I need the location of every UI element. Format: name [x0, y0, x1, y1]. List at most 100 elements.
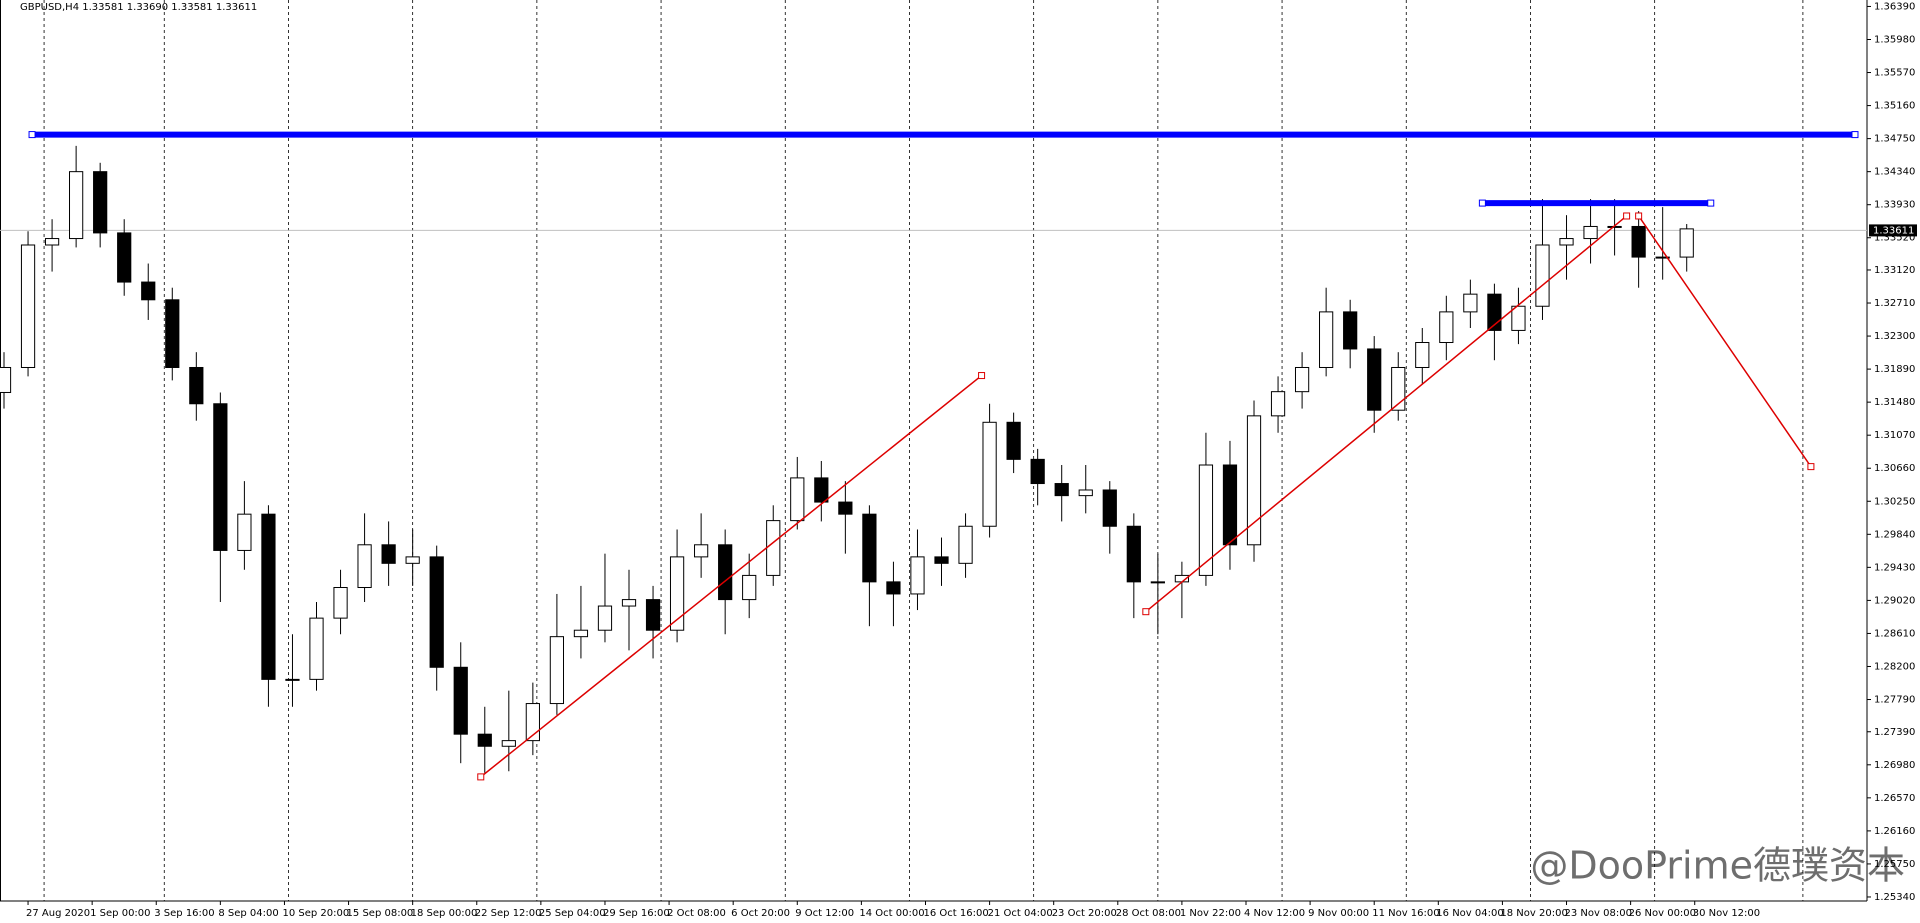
- candle-body: [1367, 348, 1382, 411]
- candle-body: [886, 581, 901, 595]
- x-tick-label: 1 Nov 22:00: [1180, 908, 1241, 919]
- candle-body: [790, 477, 805, 522]
- candle-body: [213, 403, 228, 551]
- candle-body: [1463, 293, 1478, 313]
- candle-body: [1631, 225, 1646, 258]
- x-tick-label: 2 Oct 08:00: [667, 908, 726, 919]
- candle-body: [189, 366, 204, 405]
- anchor-point: [1478, 199, 1486, 207]
- candle-body: [44, 238, 60, 246]
- candle-body: [958, 525, 973, 564]
- candle-body: [381, 544, 396, 564]
- candle-body: [1655, 256, 1670, 259]
- candle-body: [1535, 244, 1550, 307]
- candle-body: [1102, 489, 1117, 527]
- x-tick-label: 21 Oct 04:00: [988, 908, 1053, 919]
- y-tick-label: 1.30660: [1874, 463, 1915, 474]
- candle-body: [1270, 391, 1286, 417]
- y-tick-label: 1.34750: [1874, 134, 1915, 145]
- y-tick-label: 1.29430: [1874, 562, 1915, 573]
- y-tick-label: 1.31070: [1874, 430, 1915, 441]
- candle-body: [742, 574, 757, 601]
- candle-body: [934, 556, 949, 564]
- candle-body: [1319, 311, 1334, 368]
- candle-body: [237, 513, 252, 551]
- y-tick-label: 1.36390: [1874, 1, 1915, 12]
- x-tick-label: 14 Oct 00:00: [859, 908, 924, 919]
- y-tick-label: 1.32300: [1874, 331, 1915, 342]
- candle-body: [1679, 228, 1694, 258]
- candle-body: [525, 703, 540, 742]
- watermark: @DooPrime德璞资本: [1530, 844, 1905, 888]
- candle-body: [1246, 415, 1262, 546]
- candle-body: [862, 513, 877, 583]
- y-tick-label: 1.25750: [1874, 859, 1915, 870]
- x-tick-label: 18 Nov 20:00: [1500, 908, 1567, 919]
- candle-body: [1343, 311, 1358, 350]
- candle-body: [1198, 464, 1214, 576]
- candle-body: [0, 366, 12, 393]
- anchor-point: [1707, 199, 1715, 207]
- trend-line: [480, 374, 983, 778]
- candle-body: [285, 678, 300, 681]
- trend-line: [1145, 215, 1628, 613]
- anchor-point: [28, 131, 36, 139]
- x-tick-label: 23 Oct 20:00: [1052, 908, 1117, 919]
- y-tick-label: 1.35160: [1874, 101, 1915, 112]
- x-tick-label: 9 Oct 12:00: [795, 908, 854, 919]
- anchor-point: [978, 372, 986, 380]
- candle-body: [982, 421, 997, 527]
- y-tick-label: 1.32710: [1874, 298, 1915, 309]
- y-tick-label: 1.27390: [1874, 727, 1915, 738]
- candle-body: [1559, 238, 1574, 246]
- x-tick-label: 4 Nov 12:00: [1244, 908, 1305, 919]
- y-tick-label: 1.29020: [1874, 595, 1915, 606]
- candle-body: [718, 544, 733, 601]
- x-tick-label: 9 Nov 00:00: [1308, 908, 1369, 919]
- y-tick-label: 1.26570: [1874, 793, 1915, 804]
- anchor-point: [1807, 463, 1815, 471]
- trend-line: [1638, 215, 1812, 468]
- x-tick-label: 11 Nov 16:00: [1372, 908, 1439, 919]
- candle-body: [477, 733, 492, 747]
- x-tick-label: 30 Nov 12:00: [1693, 908, 1760, 919]
- x-tick-label: 23 Nov 08:00: [1565, 908, 1632, 919]
- y-tick-label: 1.25340: [1874, 892, 1915, 903]
- candle-body: [261, 513, 276, 680]
- x-tick-label: 29 Sep 16:00: [603, 908, 670, 919]
- anchor-point: [1851, 131, 1859, 139]
- candle-body: [1415, 342, 1430, 368]
- y-tick-label: 1.26160: [1874, 826, 1915, 837]
- anchor-point: [1635, 212, 1643, 220]
- candle-body: [1511, 305, 1526, 331]
- candle-body: [910, 556, 925, 595]
- candle-body: [309, 617, 324, 680]
- y-tick-label: 1.33930: [1874, 200, 1915, 211]
- x-tick-label: 15 Sep 08:00: [347, 908, 414, 919]
- candle-body: [838, 501, 853, 515]
- x-tick-label: 25 Sep 04:00: [539, 908, 606, 919]
- y-tick-label: 1.33120: [1874, 265, 1915, 276]
- candle-body: [333, 587, 348, 619]
- candle-body: [669, 556, 685, 631]
- current-price-label: 1.33611: [1873, 225, 1914, 236]
- y-tick-label: 1.35980: [1874, 34, 1915, 45]
- candle-body: [20, 244, 36, 368]
- y-tick-label: 1.33520: [1874, 233, 1915, 244]
- anchor-point: [477, 773, 485, 781]
- y-tick-label: 1.26980: [1874, 760, 1915, 771]
- candle-body: [814, 477, 829, 503]
- x-tick-label: 16 Nov 04:00: [1436, 908, 1503, 919]
- anchor-point: [1142, 608, 1150, 616]
- y-tick-label: 1.31480: [1874, 397, 1915, 408]
- candle-body: [1078, 489, 1093, 497]
- candle-body: [549, 636, 565, 705]
- current-price-box: [1869, 224, 1917, 237]
- x-tick-label: 18 Sep 00:00: [411, 908, 478, 919]
- candle-body: [1439, 311, 1454, 344]
- y-tick-label: 1.28200: [1874, 661, 1915, 672]
- anchor-point: [1623, 212, 1631, 220]
- candle-body: [357, 544, 372, 589]
